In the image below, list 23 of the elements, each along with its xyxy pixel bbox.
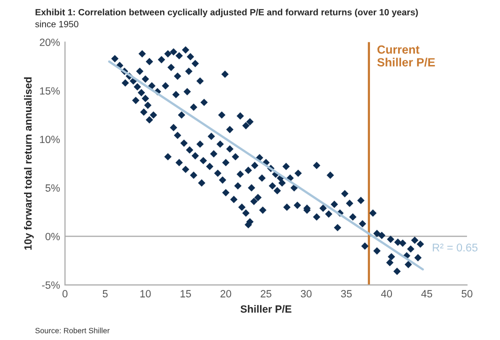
chart-subtitle: since 1950 (35, 20, 78, 28)
x-tick-label: 20 (220, 290, 232, 298)
ref-line-label: Current Shiller P/E (377, 45, 435, 67)
x-tick-label: 15 (180, 290, 191, 298)
x-tick-label: 50 (462, 290, 472, 298)
x-tick-label: 30 (300, 290, 312, 298)
y-tick-label: 15% (40, 87, 60, 95)
x-tick-label: 45 (421, 290, 432, 298)
x-tick-label: 40 (381, 290, 392, 298)
y-tick-label: 0% (45, 232, 60, 240)
y-tick-label: -5% (42, 281, 60, 289)
y-tick-label: 20% (40, 38, 60, 46)
y-axis-title: 10y forward total return annualised (24, 77, 34, 250)
y-tick-label: 5% (46, 184, 60, 192)
x-tick-label: 35 (341, 290, 352, 298)
x-tick-label: 25 (260, 290, 272, 298)
x-tick-label: 10 (140, 290, 151, 298)
y-tick-label: 10% (40, 136, 60, 144)
x-tick-label: 0 (62, 290, 68, 298)
chart-title: Exhibit 1: Correlation between cyclically adjusted P/E and forward returns (over 10 years) (36, 8, 418, 18)
x-tick-label: 5 (102, 290, 108, 298)
annotation: R² = 0.65 (432, 244, 478, 252)
x-axis-title: Shiller P/E (240, 305, 292, 313)
